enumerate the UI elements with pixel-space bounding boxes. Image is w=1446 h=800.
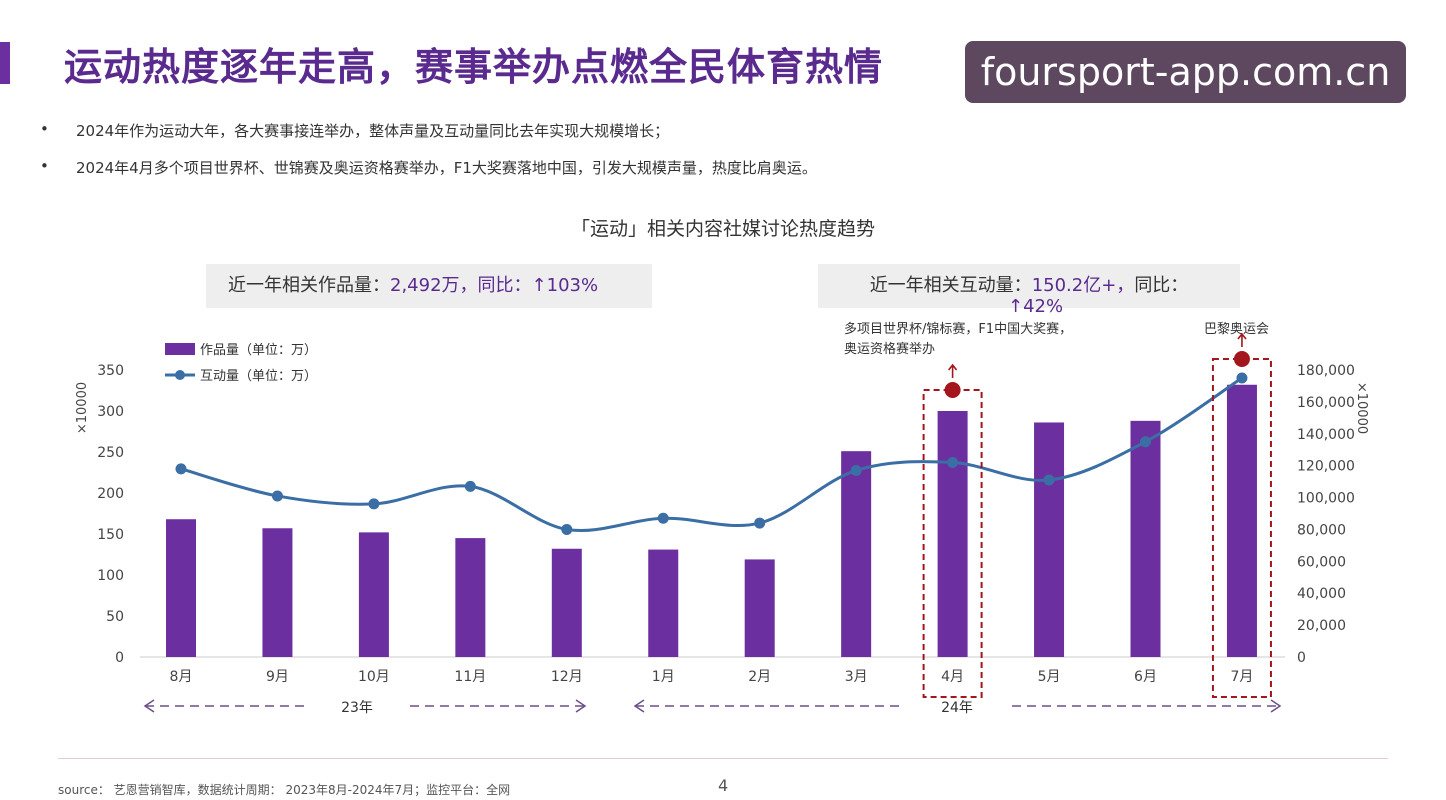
bar [937, 411, 968, 657]
annotation-april: 多项目世界杯/锦标赛，F1中国大奖赛，奥运资格赛举办 [844, 322, 1073, 357]
bullet-item: • 2024年作为运动大年，各大赛事接连举办，整体声量及互动量同比去年实现大规模… [40, 120, 817, 141]
x-tick-label: 8月 [170, 669, 193, 685]
bar [551, 548, 582, 657]
y-right-multiplier: ×10000 [1354, 382, 1369, 434]
footer-source: source： 艺恩营销智库，数据统计周期： 2023年8月-2024年7月；监… [58, 783, 511, 797]
line-point [1043, 474, 1055, 486]
bar [1034, 422, 1065, 657]
line-point [561, 523, 573, 535]
bar [744, 559, 775, 657]
y-left-tick-label: 200 [97, 486, 124, 502]
bullet-list: • 2024年作为运动大年，各大赛事接连举办，整体声量及互动量同比去年实现大规模… [40, 120, 817, 194]
line-point [1140, 436, 1151, 448]
y-right-tick-label: 180,000 [1297, 363, 1355, 379]
y-right-tick-label: 40,000 [1297, 586, 1346, 602]
y-right-tick-label: 80,000 [1297, 522, 1346, 538]
year-label-2023: 23年 [341, 700, 373, 716]
bar [262, 528, 293, 657]
highlight-box [922, 389, 983, 698]
highlight-marker [1233, 351, 1250, 367]
highlight-marker [944, 382, 961, 398]
y-right-tick-label: 20,000 [1297, 618, 1346, 634]
x-tick-label: 4月 [941, 669, 964, 685]
annotation-july: 巴黎奥运会 [1204, 322, 1270, 337]
legend-swatch-point [175, 370, 185, 380]
bar [841, 451, 872, 657]
legend-swatch-bar [165, 343, 195, 355]
y-left-tick-label: 150 [97, 527, 124, 543]
x-tick-label: 11月 [454, 669, 486, 685]
line-point [1236, 372, 1248, 384]
line-point [175, 463, 187, 475]
arrow-right-icon [1270, 699, 1282, 713]
footer-divider [58, 758, 1388, 759]
highlight-box [1211, 358, 1272, 698]
stat-interactions-yoy: ↑42% [1008, 296, 1064, 317]
y-right-tick-label: 0 [1297, 650, 1306, 666]
x-tick-label: 9月 [266, 669, 289, 685]
x-tick-label: 3月 [845, 669, 868, 685]
line-point [464, 480, 476, 492]
line-series-interactions [180, 376, 1243, 532]
x-tick-label: 7月 [1230, 669, 1253, 685]
arrow-right-icon [575, 699, 587, 713]
x-tick-label: 10月 [358, 669, 390, 685]
y-right-tick-label: 120,000 [1297, 459, 1355, 475]
line-point [947, 456, 959, 468]
year-label-2024: 24年 [941, 700, 973, 716]
y-left-tick-label: 350 [97, 363, 124, 379]
y-left-tick-label: 250 [97, 445, 124, 461]
stat-box-works: 近一年相关作品量：2,492万，同比：↑103% [206, 264, 652, 308]
y-left-multiplier: ×10000 [75, 382, 90, 434]
x-tick-label: 5月 [1038, 669, 1061, 685]
line-point [850, 464, 862, 476]
stat-interactions-suffix: 同比： [1134, 275, 1189, 296]
arrow-left-icon [633, 699, 645, 713]
legend-label-line: 互动量（单位：万） [200, 369, 317, 384]
watermark-badge: foursport-app.com.cn [965, 41, 1406, 103]
stat-works-value: 2,492万，同比：↑103% [390, 275, 599, 296]
bar [358, 532, 389, 657]
line-point [368, 498, 380, 510]
x-tick-label: 12月 [551, 669, 583, 685]
bullet-text: 2024年4月多个项目世界杯、世锦赛及奥运资格赛举办，F1大奖赛落地中国，引发大… [76, 159, 817, 177]
y-left-tick-label: 300 [97, 404, 124, 420]
highlight-arrow-icon [1237, 332, 1247, 347]
stat-box-interactions: 近一年相关互动量：150.2亿+，同比： [818, 264, 1240, 308]
bullet-dot: • [40, 120, 49, 138]
line-point [271, 490, 283, 502]
y-left-tick-label: 0 [115, 650, 124, 666]
bar [648, 549, 679, 657]
title-accent-bar [0, 42, 10, 84]
bar [166, 519, 196, 657]
bar [1226, 384, 1257, 657]
y-right-tick-label: 160,000 [1297, 395, 1355, 411]
y-right-tick-label: 60,000 [1297, 554, 1346, 570]
x-tick-label: 6月 [1134, 669, 1157, 685]
bar [1130, 420, 1161, 657]
stat-interactions-label: 近一年相关互动量： [869, 275, 1032, 296]
bar [455, 538, 486, 657]
highlight-arrow-icon [947, 363, 958, 378]
arrow-left-icon [143, 699, 155, 713]
x-tick-label: 2月 [748, 669, 771, 685]
stat-interactions-value: 150.2亿+， [1031, 275, 1135, 296]
chart-title: 「运动」相关内容社媒讨论热度趋势 [570, 218, 875, 240]
x-tick-label: 1月 [652, 669, 675, 685]
line-point [657, 512, 669, 524]
bullet-dot: • [40, 157, 49, 175]
page-number: 4 [718, 776, 729, 795]
line-point [754, 517, 766, 529]
legend-label-bar: 作品量（单位：万） [200, 343, 317, 358]
bullet-text: 2024年作为运动大年，各大赛事接连举办，整体声量及互动量同比去年实现大规模增长… [76, 122, 670, 140]
bullet-item: • 2024年4月多个项目世界杯、世锦赛及奥运资格赛举办，F1大奖赛落地中国，引… [40, 157, 817, 178]
y-left-tick-label: 100 [97, 568, 124, 584]
y-right-tick-label: 140,000 [1297, 427, 1355, 443]
y-left-tick-label: 50 [106, 609, 124, 625]
stat-works-label: 近一年相关作品量： [228, 275, 390, 296]
page-title: 运动热度逐年走高，赛事举办点燃全民体育热情 [64, 45, 884, 89]
y-right-tick-label: 100,000 [1297, 491, 1355, 507]
